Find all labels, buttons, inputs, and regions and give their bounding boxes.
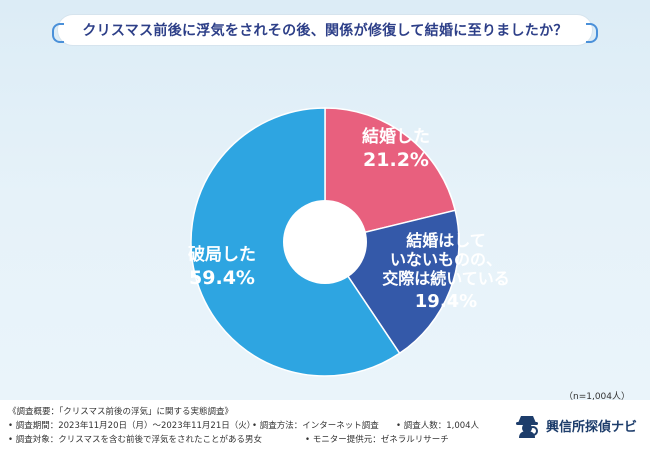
slice-label-broke-up: 破局した	[188, 244, 256, 265]
survey-method: • 調査方法：インターネット調査	[252, 421, 379, 431]
survey-period: • 調査期間：2023年11月20日（月）〜2023年11月21日（火）	[8, 421, 256, 431]
chart-title: クリスマス前後に浮気をされその後、関係が修復して結婚に至りましたか？	[82, 23, 568, 39]
detective-icon	[516, 416, 538, 438]
title-banner: クリスマス前後に浮気をされその後、関係が修復して結婚に至りましたか？	[52, 14, 598, 46]
survey-target: • 調査対象：クリスマスを含む前後で浮気をされたことがある男女	[8, 435, 262, 445]
slice-label-not-married: 結婚はしていないものの、交際は続いている	[382, 231, 510, 288]
brand-logo: 興信所探偵ナビ	[514, 412, 637, 438]
slice-label-married: 結婚した	[362, 126, 430, 147]
slice-value-not-married: 19.4%	[415, 291, 477, 312]
slice-married	[324, 107, 457, 243]
bracket-left-decoration	[52, 23, 64, 43]
brand-name: 興信所探偵ナビ	[546, 419, 638, 435]
donut-hole	[283, 200, 367, 284]
slice-value-broke-up: 59.4%	[189, 267, 255, 289]
sample-size-note: （n=1,004人）	[563, 392, 630, 402]
survey-overview: 《調査概要：「クリスマス前後の浮気」に関する実態調査》	[8, 407, 233, 417]
bracket-right-decoration	[586, 23, 598, 43]
footer: 《調査概要：「クリスマス前後の浮気」に関する実態調査》 • 調査期間：2023年…	[0, 400, 650, 450]
survey-provider: • モニター提供元：ゼネラルリサーチ	[305, 435, 449, 445]
survey-count: • 調査人数：1,004人	[396, 421, 480, 431]
slice-value-married: 21.2%	[363, 149, 429, 171]
